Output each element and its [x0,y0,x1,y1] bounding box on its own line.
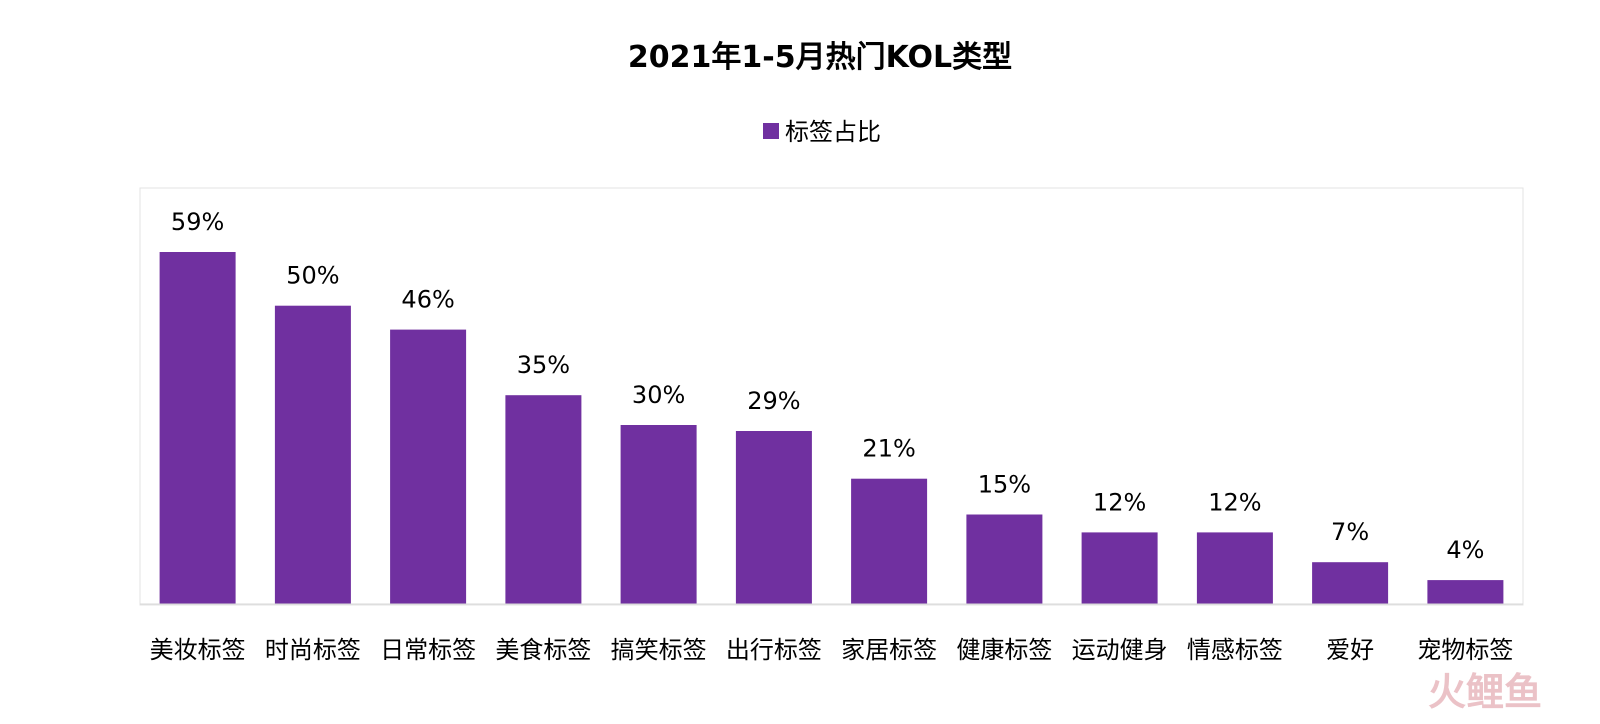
data-label: 12% [1208,488,1261,516]
data-label: 21% [862,435,915,463]
data-label: 50% [286,262,339,290]
chart-title: 2021年1-5月热门KOL类型 [628,40,1012,75]
bars-group [159,252,1504,604]
bar [390,329,467,604]
bar [966,514,1043,604]
data-label: 29% [747,387,800,415]
data-label: 12% [1093,488,1146,516]
bar [851,478,928,604]
bar [1081,532,1158,604]
data-label: 35% [517,351,570,379]
category-label: 情感标签 [1187,636,1283,664]
legend-swatch [763,123,779,139]
legend-label: 标签占比 [785,118,881,146]
category-label: 宠物标签 [1417,636,1513,664]
bar [274,305,351,604]
data-label: 59% [171,208,224,236]
category-label: 搞笑标签 [611,636,707,664]
category-label: 美食标签 [495,636,591,664]
data-labels-group: 59% 50% 46% 35% 30% 29% 21% 15% 12% 12% 7% 4% [171,208,1485,564]
data-label: 4% [1446,536,1484,564]
category-label: 时尚标签 [265,636,361,664]
bar [159,252,236,604]
category-label: 家居标签 [841,636,937,664]
legend: 标签占比 [763,118,881,146]
bar [505,395,582,604]
bar [1312,562,1389,604]
watermark: 火鲤鱼 [1428,670,1542,714]
category-label: 出行标签 [726,636,822,664]
category-labels-group: 美妆标签 时尚标签 日常标签 美食标签 搞笑标签 出行标签 家居标签 健康标签 运动健身 情感标签… [150,636,1514,664]
category-label: 爱好 [1326,636,1374,664]
category-label: 日常标签 [380,636,476,664]
bar [1427,580,1504,604]
bar [735,431,812,604]
bar [1196,532,1273,604]
category-label: 运动健身 [1072,636,1168,664]
data-label: 7% [1331,518,1369,546]
bar [620,425,697,604]
data-label: 46% [401,286,454,314]
data-label: 30% [632,381,685,409]
category-label: 美妆标签 [150,636,246,664]
plot-area [139,187,1524,606]
data-label: 15% [978,471,1031,499]
category-label: 健康标签 [956,636,1052,664]
